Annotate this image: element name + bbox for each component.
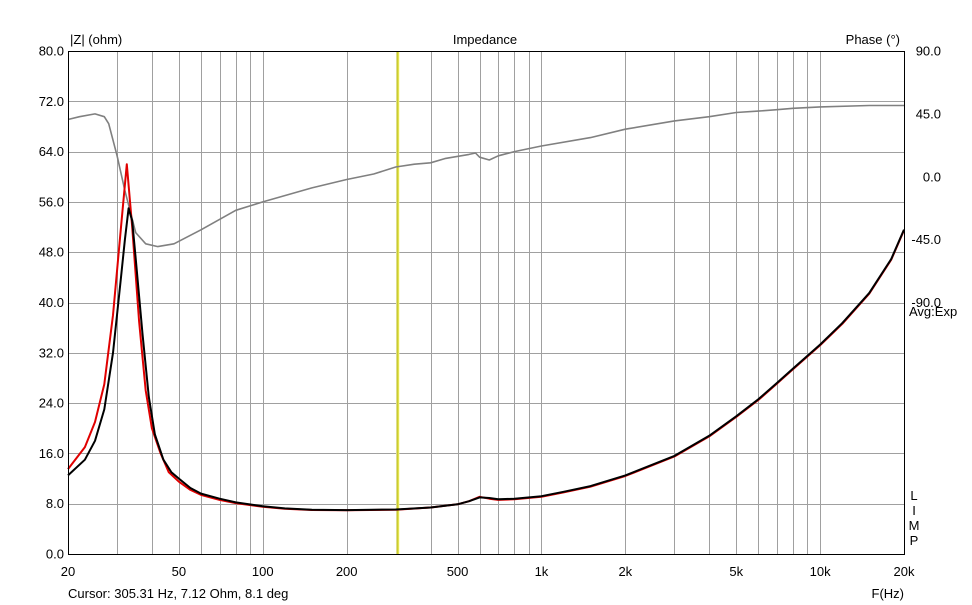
x-tick-label: 100: [252, 564, 274, 579]
label-layer: |Z| (ohm) Impedance Phase (°) F(Hz) Curs…: [39, 32, 958, 601]
x-tick-label: 20k: [894, 564, 915, 579]
x-tick-label: 10k: [810, 564, 831, 579]
y-left-axis-title: |Z| (ohm): [70, 32, 122, 47]
y-left-tick-label: 0.0: [46, 547, 64, 562]
y-left-tick-label: 80.0: [39, 44, 64, 59]
cursor-readout: Cursor: 305.31 Hz, 7.12 Ohm, 8.1 deg: [68, 586, 288, 601]
y-left-tick-label: 8.0: [46, 496, 64, 511]
averaging-label: Avg:Exp: [909, 304, 957, 319]
lim-letter: P: [910, 533, 919, 548]
y-left-tick-label: 48.0: [39, 245, 64, 260]
lim-letter: M: [909, 518, 920, 533]
impedance-curve-red: [67, 163, 905, 512]
impedance-curve-black: [67, 207, 905, 512]
y-right-tick-label: 90.0: [916, 44, 941, 59]
x-tick-label: 5k: [729, 564, 743, 579]
y-right-tick-label: 0.0: [923, 169, 941, 184]
x-tick-label: 1k: [535, 564, 549, 579]
x-tick-label: 500: [447, 564, 469, 579]
grid: [68, 51, 905, 555]
y-left-tick-label: 56.0: [39, 194, 64, 209]
series-layer: [67, 104, 905, 512]
chart-title: Impedance: [453, 32, 517, 47]
y-right-tick-label: 45.0: [916, 106, 941, 121]
x-tick-label: 20: [61, 564, 75, 579]
y-left-tick-label: 32.0: [39, 345, 64, 360]
x-axis-title: F(Hz): [872, 586, 905, 601]
y-left-tick-label: 24.0: [39, 396, 64, 411]
y-right-axis-title: Phase (°): [846, 32, 900, 47]
y-right-tick-label: -90.0: [911, 295, 941, 310]
plot-frame: [68, 51, 905, 555]
lim-letter: L: [910, 488, 917, 503]
y-left-tick-label: 16.0: [39, 446, 64, 461]
y-right-tick-label: -45.0: [911, 232, 941, 247]
lim-letter: I: [912, 503, 916, 518]
x-tick-label: 50: [172, 564, 186, 579]
y-left-tick-label: 40.0: [39, 295, 64, 310]
phase-curve: [67, 104, 904, 248]
x-tick-label: 200: [336, 564, 358, 579]
y-left-tick-label: 72.0: [39, 94, 64, 109]
y-left-tick-label: 64.0: [39, 144, 64, 159]
x-tick-label: 2k: [618, 564, 632, 579]
